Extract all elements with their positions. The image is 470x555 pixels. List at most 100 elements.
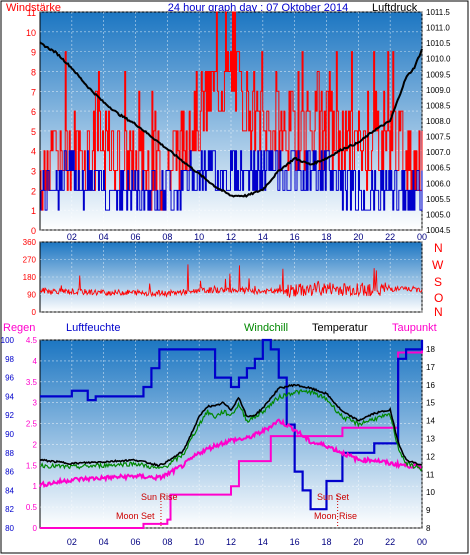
pressure-tick-label: 1011.0 xyxy=(426,24,450,33)
humidity-tick-label: 96 xyxy=(5,374,14,383)
pressure-tick-label: 1007.5 xyxy=(426,133,451,142)
pressure-tick-label: 1005.5 xyxy=(426,195,451,204)
wind-tick-label: 2 xyxy=(31,186,36,196)
regen-series xyxy=(40,340,423,529)
humidity-tick-label: 94 xyxy=(5,392,14,401)
hour-tick-label: 16 xyxy=(290,537,300,547)
wind-tick-label: 5 xyxy=(31,127,36,137)
humidity-tick-label: 84 xyxy=(5,486,14,495)
wind-tick-label: 4 xyxy=(31,147,36,157)
temperature-tick-label: 14 xyxy=(426,417,435,426)
regen-tick-label: 4 xyxy=(33,357,38,366)
hour-tick-label: 18 xyxy=(321,537,331,547)
hour-tick-label: 00 xyxy=(417,537,427,547)
temperature-tick-label: 11 xyxy=(426,470,435,479)
regen-tick-label: 0.5 xyxy=(26,503,38,512)
compass-label: O xyxy=(434,291,443,305)
compass-labels: N W S O N xyxy=(432,241,444,319)
humidity-y-axis: 80 82 84 86 88 90 92 94 96 98 100 xyxy=(1,336,15,533)
temperature-tick-label: 17 xyxy=(426,363,435,372)
humidity-series xyxy=(40,338,424,511)
temperature-tick-label: 10 xyxy=(426,488,435,497)
hour-tick-label: 18 xyxy=(321,232,331,242)
hour-tick-label: 00 xyxy=(417,232,427,242)
temperature-tick-label: 9 xyxy=(426,506,431,515)
hour-tick-label: 14 xyxy=(258,232,268,242)
hour-tick-label: 12 xyxy=(226,232,236,242)
wind-tick-label: 11 xyxy=(27,8,36,18)
windchill-series xyxy=(39,388,423,472)
direction-tick-label: 0 xyxy=(32,308,37,317)
humidity-tick-label: 86 xyxy=(5,468,14,477)
pressure-tick-label: 1008.5 xyxy=(426,101,451,110)
hour-tick-label: 22 xyxy=(385,537,395,547)
hour-tick-label: 20 xyxy=(353,537,363,547)
hour-tick-label: 04 xyxy=(99,232,109,242)
label-windchill: Windchill xyxy=(244,322,288,334)
wind-tick-label: 9 xyxy=(31,48,36,58)
hour-tick-label: 14 xyxy=(258,537,268,547)
direction-y-axis: 0 90 180 270 360 xyxy=(23,238,37,317)
hour-tick-label: 12 xyxy=(226,537,236,547)
wind-tick-label: 6 xyxy=(31,107,36,117)
climate-marks xyxy=(39,338,424,529)
moon-rise-label: Moon Rise xyxy=(314,511,357,521)
wind-direction-series xyxy=(39,264,423,298)
regen-y-axis: 0 0.5 1 1.5 2 2.5 3 3.5 4 4.5 xyxy=(26,336,38,533)
label-regen: Regen xyxy=(3,322,35,334)
regen-tick-label: 3 xyxy=(33,399,38,408)
label-taupunkt: Taupunkt xyxy=(392,322,437,334)
wind-tick-label: 8 xyxy=(31,67,36,77)
pressure-tick-label: 1006.0 xyxy=(426,179,451,188)
humidity-tick-label: 92 xyxy=(5,411,14,420)
dewpoint-series xyxy=(39,418,423,489)
regen-tick-label: 1.5 xyxy=(26,461,38,470)
direction-tick-label: 180 xyxy=(23,273,37,282)
sun-set-label: Sun Set xyxy=(317,492,350,502)
wind-tick-label: 3 xyxy=(31,167,36,177)
temperature-series xyxy=(39,383,423,467)
temperature-tick-label: 8 xyxy=(426,524,431,533)
humidity-tick-label: 80 xyxy=(5,524,14,533)
humidity-tick-label: 82 xyxy=(5,505,14,514)
temperature-tick-label: 15 xyxy=(426,399,435,408)
hour-tick-label: 02 xyxy=(67,232,77,242)
hour-tick-label: 06 xyxy=(130,232,140,242)
hour-tick-label: 02 xyxy=(67,537,77,547)
label-temperatur: Temperatur xyxy=(312,322,368,334)
compass-label: W xyxy=(432,258,444,272)
regen-tick-label: 4.5 xyxy=(26,336,38,345)
header-left: Windstärke xyxy=(6,2,61,14)
moon-set-label: Moon Set xyxy=(116,511,155,521)
pressure-tick-label: 1010.5 xyxy=(426,39,451,48)
label-luftfeuchte: Luftfeuchte xyxy=(66,322,120,334)
pressure-tick-label: 1004.5 xyxy=(426,226,451,235)
pressure-tick-label: 1008.0 xyxy=(426,117,451,126)
humidity-tick-label: 88 xyxy=(5,449,14,458)
temperature-tick-label: 13 xyxy=(426,434,435,443)
hour-tick-label: 06 xyxy=(130,537,140,547)
wind-tick-label: 10 xyxy=(26,28,36,38)
temperature-tick-label: 12 xyxy=(426,452,435,461)
hour-tick-label: 22 xyxy=(385,232,395,242)
compass-label: S xyxy=(434,275,442,289)
hour-tick-label: 04 xyxy=(99,537,109,547)
header-right: Luftdruck xyxy=(372,2,418,14)
direction-tick-label: 90 xyxy=(27,291,36,300)
wind-tick-label: 0 xyxy=(31,226,36,236)
direction-tick-label: 270 xyxy=(23,256,37,265)
hour-tick-label: 08 xyxy=(162,232,172,242)
regen-tick-label: 2.5 xyxy=(26,420,38,429)
wind-tick-label: 7 xyxy=(31,87,36,97)
wind-tick-label: 1 xyxy=(31,206,36,216)
temperature-tick-label: 18 xyxy=(426,345,435,354)
pressure-tick-label: 1011.5 xyxy=(426,8,450,17)
pressure-tick-label: 1005.0 xyxy=(426,210,451,219)
climate-x-axis: 02 04 06 08 10 12 14 16 18 20 22 00 xyxy=(67,537,427,547)
wind-marks xyxy=(39,11,423,211)
pressure-tick-label: 1009.5 xyxy=(426,70,451,79)
hour-tick-label: 16 xyxy=(290,232,300,242)
humidity-tick-label: 90 xyxy=(5,430,14,439)
